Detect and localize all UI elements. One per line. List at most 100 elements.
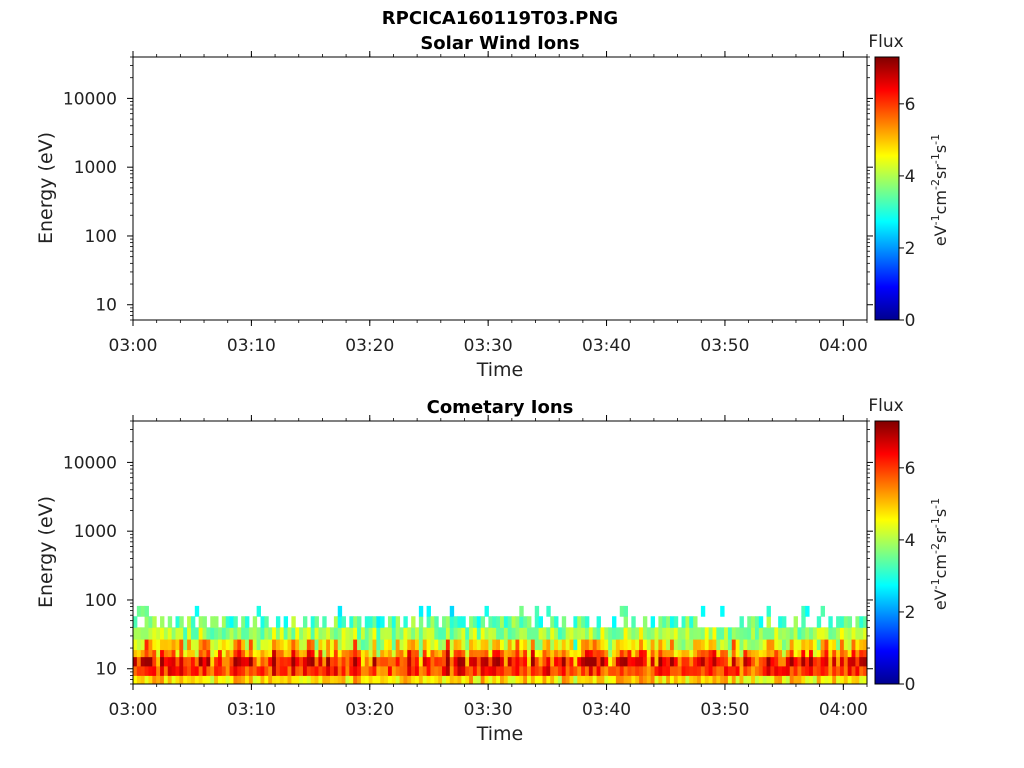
flux-cell [233,639,238,651]
flux-cell [260,649,265,658]
flux-cell [206,656,211,667]
flux-cell [809,665,814,676]
flux-cell [666,675,671,684]
flux-cell [160,675,165,684]
flux-cell [557,665,563,676]
flux-cell [708,675,713,684]
flux-cell [789,627,795,640]
flux-cell [847,639,853,651]
flux-cell [442,649,447,658]
flux-cell [314,675,319,684]
flux-cell [337,627,343,640]
flux-cell [337,649,343,658]
flux-cell [623,649,628,658]
flux-cell [418,665,424,676]
flux-cell [438,656,443,667]
flux-cell [642,656,648,667]
flux-cell [442,665,447,676]
flux-cell [476,616,482,628]
flux-cell [411,627,416,640]
flux-cell [469,616,474,628]
flux-cell [863,665,867,676]
flux-cell [171,649,176,658]
flux-cell [573,627,578,640]
colorbar-tick-label: 6 [905,459,916,479]
flux-cell [573,639,578,651]
flux-cell [704,639,710,651]
flux-cell [333,656,339,667]
flux-cell [372,656,377,667]
flux-cell [743,675,748,684]
flux-cell [202,675,207,684]
flux-cell [179,649,184,658]
flux-cell [152,649,157,658]
flux-cell [399,649,404,658]
flux-cell [774,649,779,658]
flux-cell [797,665,802,676]
flux-cell [492,639,497,651]
flux-cell [434,639,439,651]
flux-cell [762,665,768,676]
flux-cell [515,649,520,658]
flux-cell [457,616,462,628]
flux-cell [612,665,617,676]
flux-cell [500,656,505,667]
flux-cell [805,605,810,617]
flux-cell [627,627,632,640]
flux-cell [859,616,864,628]
flux-cell [434,665,439,676]
flux-cell [469,639,474,651]
flux-cell [569,639,574,651]
flux-cell [384,639,389,651]
flux-cell [418,675,424,684]
flux-cell [465,627,470,640]
flux-cell [669,665,675,676]
flux-cell [445,656,451,667]
flux-cell [287,656,292,667]
flux-cell [275,656,281,667]
flux-cell [604,675,609,684]
colorbar-tick-label: 0 [905,311,916,331]
flux-cell [503,616,509,628]
flux-cell [793,649,798,658]
flux-cell [712,656,717,667]
flux-cell [681,656,686,667]
flux-cell [380,656,385,667]
flux-cell [210,627,215,640]
flux-cell [187,675,192,684]
colorbar-tick-label: 4 [905,167,916,187]
flux-cell [469,627,474,640]
flux-cell [778,627,783,640]
flux-cell [592,649,598,658]
flux-cell [801,656,806,667]
flux-cell [256,605,261,617]
flux-cell [434,656,439,667]
flux-cell [816,649,822,658]
flux-cell [183,649,188,658]
flux-cell [527,675,532,684]
flux-cell [727,649,733,658]
flux-cell [353,656,358,667]
flux-cell [650,639,656,651]
flux-cell [368,675,374,684]
flux-cell [832,656,837,667]
flux-cell [751,649,756,658]
flux-cell [689,649,694,658]
flux-cell [863,649,867,658]
flux-cell [391,649,397,658]
flux-cell [214,649,219,658]
flux-cell [789,675,795,684]
flux-cell [349,627,354,640]
flux-cell [708,649,713,658]
flux-cell [167,616,173,628]
flux-cell [395,656,401,667]
flux-cell [430,649,435,658]
flux-cell [608,665,613,676]
colorbar-tick-label: 2 [905,239,916,259]
flux-cell [349,665,354,676]
flux-cell [770,627,775,640]
flux-cell [233,665,238,676]
flux-cell [824,639,829,651]
flux-cell [766,627,771,640]
flux-cell [700,656,706,667]
